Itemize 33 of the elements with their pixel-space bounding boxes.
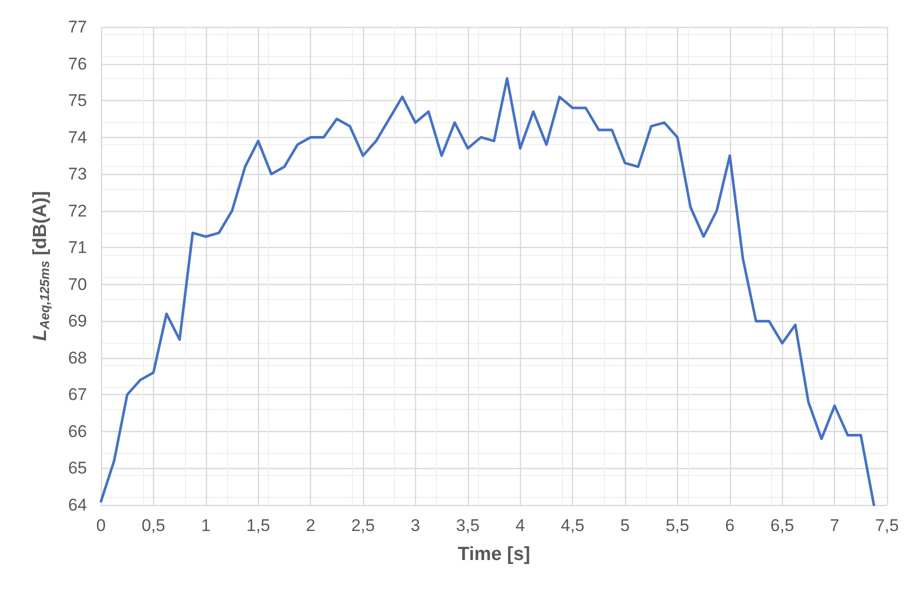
y-tick-label: 77 — [68, 18, 87, 36]
x-tick-label: 6 — [725, 516, 735, 535]
x-tick-label: 2 — [306, 516, 316, 535]
x-tick-label: 1 — [201, 516, 211, 535]
y-tick-label: 66 — [68, 422, 87, 441]
y-tick-label: 71 — [68, 238, 87, 258]
x-tick-label: 7 — [830, 516, 840, 535]
x-tick-label: 4,5 — [560, 516, 584, 535]
y-tick-label: 70 — [68, 274, 87, 294]
y-tick-label: 73 — [68, 164, 87, 184]
line-series — [100, 77, 876, 506]
x-axis-title: Time [s] — [458, 544, 530, 565]
x-tick-label: 4 — [515, 516, 525, 535]
x-tick-label: 6,5 — [770, 516, 794, 535]
x-tick-label: 5 — [620, 516, 630, 535]
y-tick-label: 69 — [68, 312, 87, 331]
y-tick-label: 74 — [68, 128, 87, 147]
y-tick-label: 68 — [68, 348, 87, 368]
x-tick-label: 3,5 — [456, 516, 480, 535]
y-tick-label: 64 — [68, 496, 87, 514]
y-tick-label: 75 — [68, 91, 87, 110]
x-tick-label: 5,5 — [666, 516, 690, 535]
x-tick-label: 0,5 — [142, 516, 166, 535]
y-axis-title: LAeq,125ms [dB(A)] — [30, 191, 52, 341]
x-tick-label: 3 — [410, 516, 420, 535]
y-tick-label: 72 — [68, 201, 87, 220]
x-tick-label: 0 — [96, 516, 106, 535]
x-tick-label: 1,5 — [246, 516, 270, 535]
y-tick-label: 65 — [68, 458, 87, 478]
x-tick-label: 2,5 — [351, 516, 375, 535]
y-tick-label: 76 — [68, 54, 87, 74]
x-tick-label: 7,5 — [875, 516, 899, 535]
y-tick-label: 67 — [68, 385, 87, 404]
